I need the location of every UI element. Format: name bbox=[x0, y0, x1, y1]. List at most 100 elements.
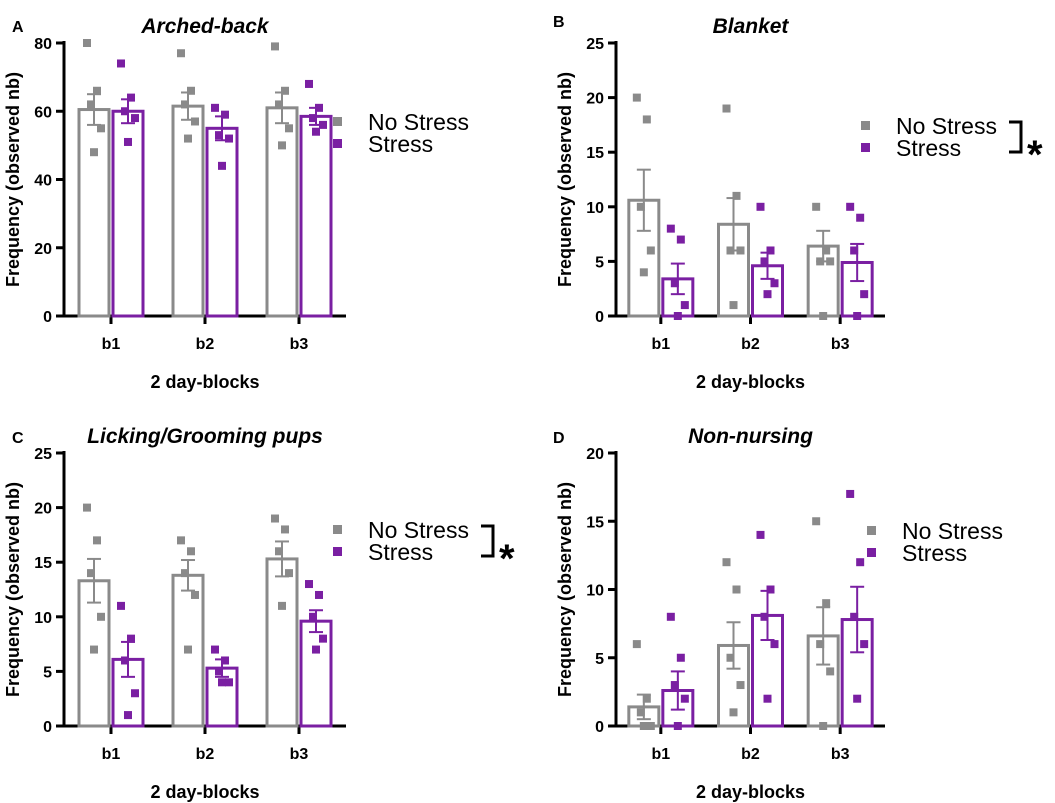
data-point bbox=[770, 640, 779, 649]
x-axis-label: 2 day-blocks bbox=[150, 782, 259, 802]
data-point bbox=[853, 694, 862, 703]
x-tick-label: b1 bbox=[102, 746, 121, 763]
data-point bbox=[281, 86, 289, 95]
chart-title: Licking/Grooming pups bbox=[87, 425, 323, 448]
data-point bbox=[722, 558, 731, 567]
data-point bbox=[281, 525, 289, 534]
data-point bbox=[285, 569, 293, 578]
data-point bbox=[187, 86, 195, 95]
y-tick-label: 15 bbox=[586, 514, 604, 531]
y-tick-label: 5 bbox=[595, 254, 604, 271]
data-point bbox=[642, 694, 651, 703]
data-point bbox=[312, 645, 320, 654]
data-point bbox=[275, 547, 283, 556]
y-tick-label: 20 bbox=[34, 241, 52, 258]
data-point bbox=[846, 489, 855, 498]
legend-label: No Stress bbox=[902, 518, 1003, 544]
chart-title: Arched-back bbox=[140, 15, 270, 38]
y-tick-label: 5 bbox=[43, 664, 52, 681]
data-point bbox=[760, 257, 769, 266]
data-point bbox=[225, 134, 233, 143]
data-point bbox=[121, 656, 129, 665]
data-point bbox=[127, 634, 135, 643]
data-point bbox=[632, 640, 641, 649]
data-point bbox=[642, 115, 651, 124]
y-tick-label: 20 bbox=[586, 91, 604, 108]
x-tick-label: b2 bbox=[196, 336, 215, 353]
data-point bbox=[763, 290, 772, 299]
legend-label: No Stress bbox=[368, 517, 469, 543]
y-tick-label: 25 bbox=[586, 36, 604, 53]
data-point bbox=[93, 536, 101, 545]
legend-label: Stress bbox=[368, 131, 433, 157]
x-tick-label: b3 bbox=[831, 336, 850, 353]
legend-marker bbox=[333, 547, 342, 556]
data-point bbox=[766, 585, 775, 594]
data-point bbox=[732, 191, 741, 200]
data-point bbox=[271, 514, 279, 523]
y-tick-label: 0 bbox=[43, 309, 52, 326]
data-point bbox=[121, 107, 129, 116]
data-point bbox=[770, 279, 779, 288]
data-point bbox=[680, 694, 689, 703]
data-point bbox=[97, 124, 105, 133]
y-tick-label: 25 bbox=[34, 446, 52, 463]
data-point bbox=[215, 667, 223, 676]
data-point bbox=[670, 681, 679, 690]
data-point bbox=[666, 224, 675, 233]
x-tick-label: b3 bbox=[290, 746, 309, 763]
data-point bbox=[732, 585, 741, 594]
data-point bbox=[97, 612, 105, 621]
y-tick-label: 80 bbox=[34, 36, 52, 53]
data-point bbox=[760, 612, 769, 621]
legend-marker bbox=[867, 548, 876, 557]
chart-title: Blanket bbox=[713, 15, 790, 38]
data-point bbox=[278, 141, 286, 150]
data-point bbox=[83, 39, 91, 47]
bar-no-stress bbox=[77, 108, 111, 318]
bar-stress bbox=[299, 114, 333, 318]
x-axis-label: 2 day-blocks bbox=[696, 372, 805, 392]
data-point bbox=[812, 202, 821, 211]
data-point bbox=[215, 131, 223, 140]
data-point bbox=[756, 202, 765, 211]
data-point bbox=[639, 268, 648, 277]
data-point bbox=[639, 722, 648, 730]
data-point bbox=[860, 290, 869, 299]
data-point bbox=[636, 202, 645, 211]
y-axis-label: Frequency (observed nb) bbox=[555, 482, 575, 697]
data-point bbox=[722, 104, 731, 113]
data-point bbox=[117, 59, 125, 68]
y-tick-label: 40 bbox=[34, 173, 52, 190]
data-point bbox=[816, 257, 825, 266]
x-tick-label: b1 bbox=[102, 336, 121, 353]
data-point bbox=[319, 634, 327, 643]
data-point bbox=[117, 601, 125, 610]
data-point bbox=[856, 213, 865, 222]
legend-label: No Stress bbox=[368, 109, 469, 135]
x-axis-label: 2 day-blocks bbox=[150, 372, 259, 392]
data-point bbox=[127, 93, 135, 102]
data-point bbox=[636, 708, 645, 717]
y-tick-label: 10 bbox=[586, 583, 604, 600]
panel-letter: D bbox=[553, 430, 565, 447]
y-tick-label: 10 bbox=[34, 610, 52, 627]
data-point bbox=[632, 93, 641, 102]
legend-label: No Stress bbox=[896, 113, 997, 139]
data-point bbox=[93, 86, 101, 95]
data-point bbox=[826, 667, 835, 676]
data-point bbox=[319, 120, 327, 129]
y-tick-label: 0 bbox=[595, 309, 604, 326]
y-tick-label: 15 bbox=[34, 555, 52, 572]
x-tick-label: b1 bbox=[651, 336, 670, 353]
data-point bbox=[218, 161, 226, 170]
data-point bbox=[83, 503, 91, 512]
legend-marker bbox=[861, 121, 870, 130]
data-point bbox=[676, 235, 685, 244]
y-tick-label: 20 bbox=[586, 446, 604, 463]
data-point bbox=[278, 601, 286, 610]
data-point bbox=[191, 117, 199, 126]
panel-letter: A bbox=[12, 19, 24, 36]
data-point bbox=[309, 612, 317, 621]
